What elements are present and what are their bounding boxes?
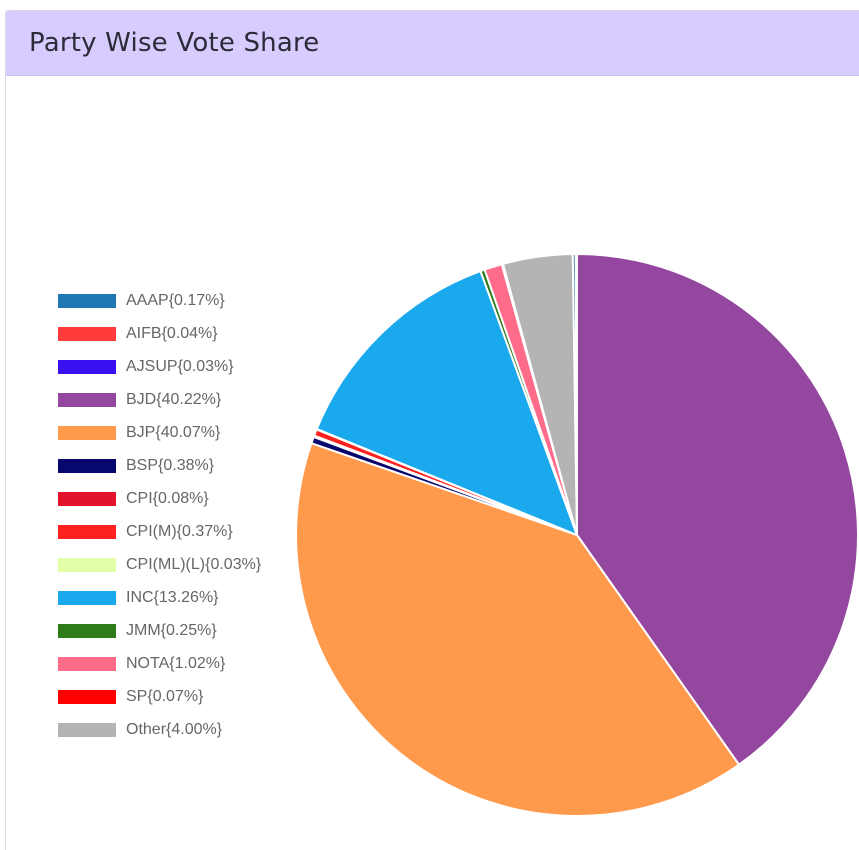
pie-slice-inc[interactable] bbox=[315, 269, 579, 537]
legend-swatch bbox=[58, 722, 116, 737]
chart-legend: AAAP{0.17%} AIFB{0.04%} AJSUP{0.03%} BJD{40… bbox=[58, 284, 261, 746]
legend-label: JMM{0.25%} bbox=[126, 621, 217, 639]
legend-swatch bbox=[58, 293, 116, 308]
legend-label: NOTA{1.02%} bbox=[126, 654, 226, 672]
legend-label: CPI(M){0.37%} bbox=[126, 522, 233, 540]
legend-label: AJSUP{0.03%} bbox=[126, 357, 234, 375]
pie-slice-bjd[interactable] bbox=[576, 252, 859, 767]
legend-swatch bbox=[58, 623, 116, 638]
legend-item[interactable]: NOTA{1.02%} bbox=[58, 647, 261, 680]
legend-label: INC{13.26%} bbox=[126, 588, 219, 606]
legend-swatch bbox=[58, 557, 116, 572]
legend-item[interactable]: Other{4.00%} bbox=[58, 713, 261, 746]
legend-item[interactable]: AAAP{0.17%} bbox=[58, 284, 261, 317]
legend-swatch bbox=[58, 491, 116, 506]
legend-swatch bbox=[58, 590, 116, 605]
legend-swatch bbox=[58, 359, 116, 374]
legend-item[interactable]: BSP{0.38%} bbox=[58, 449, 261, 482]
legend-label: CPI(ML)(L){0.03%} bbox=[126, 555, 262, 573]
pie-slice-ajsup[interactable] bbox=[575, 252, 578, 536]
legend-item[interactable]: SP{0.07%} bbox=[58, 680, 261, 713]
pie-slice-bjp[interactable] bbox=[295, 441, 741, 817]
legend-swatch bbox=[58, 326, 116, 341]
legend-label: BSP{0.38%} bbox=[126, 456, 215, 474]
legend-label: SP{0.07%} bbox=[126, 687, 204, 705]
legend-swatch bbox=[58, 524, 116, 539]
legend-label: BJD{40.22%} bbox=[126, 390, 222, 408]
legend-swatch bbox=[58, 689, 116, 704]
legend-label: Other{4.00%} bbox=[126, 720, 223, 738]
legend-item[interactable]: AJSUP{0.03%} bbox=[58, 350, 261, 383]
legend-item[interactable]: AIFB{0.04%} bbox=[58, 317, 261, 350]
legend-swatch bbox=[58, 425, 116, 440]
legend-swatch bbox=[58, 458, 116, 473]
legend-item[interactable]: INC{13.26%} bbox=[58, 581, 261, 614]
legend-label: AIFB{0.04%} bbox=[126, 324, 218, 342]
card-header: Party Wise Vote Share bbox=[6, 11, 859, 76]
legend-item[interactable]: CPI{0.08%} bbox=[58, 482, 261, 515]
legend-item[interactable]: CPI(M){0.37%} bbox=[58, 515, 261, 548]
legend-item[interactable]: JMM{0.25%} bbox=[58, 614, 261, 647]
legend-swatch bbox=[58, 392, 116, 407]
legend-label: BJP{40.07%} bbox=[126, 423, 221, 441]
legend-item[interactable]: CPI(ML)(L){0.03%} bbox=[58, 548, 261, 581]
card-title: Party Wise Vote Share bbox=[29, 28, 320, 58]
legend-label: AAAP{0.17%} bbox=[126, 291, 225, 309]
legend-item[interactable]: BJD{40.22%} bbox=[58, 383, 261, 416]
legend-item[interactable]: BJP{40.07%} bbox=[58, 416, 261, 449]
legend-label: CPI{0.08%} bbox=[126, 489, 209, 507]
legend-swatch bbox=[58, 656, 116, 671]
